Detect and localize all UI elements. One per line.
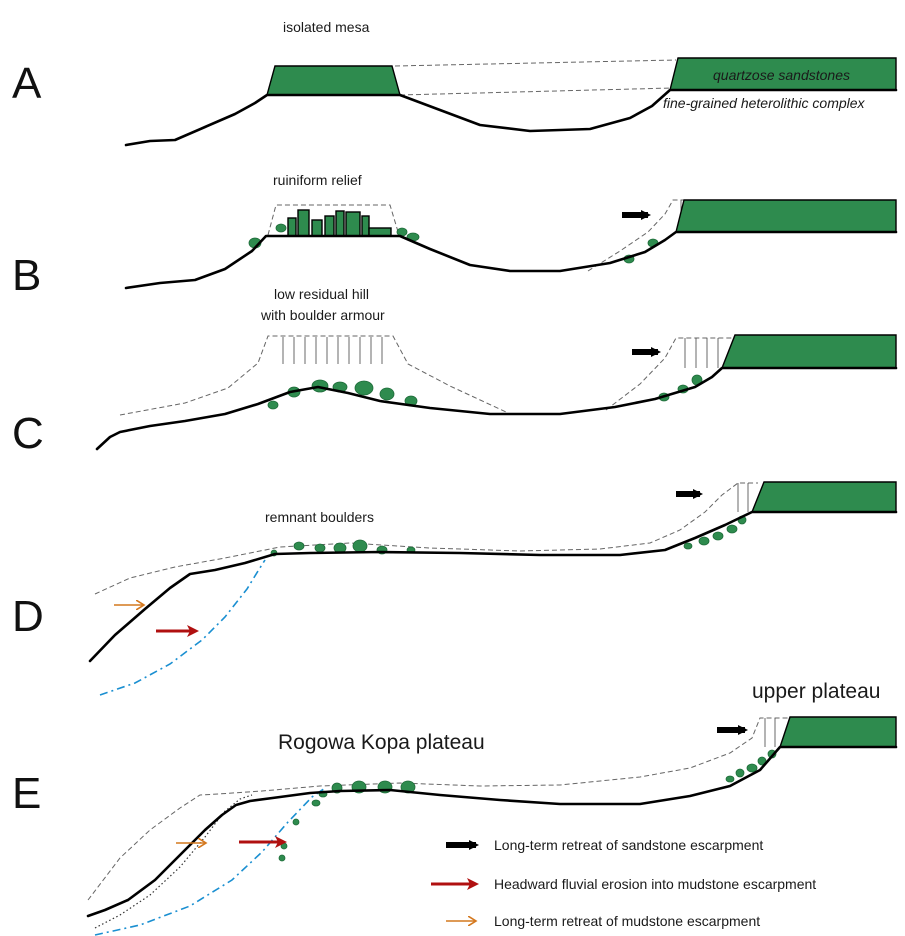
- legend-item-fluvial-erosion: Headward fluvial erosion into mudstone e…: [431, 876, 816, 892]
- boulder: [278, 854, 286, 862]
- legend-text: Headward fluvial erosion into mudstone e…: [494, 876, 816, 892]
- boulder: [267, 400, 279, 410]
- boulder: [379, 387, 395, 401]
- former-surface-line: [94, 482, 758, 595]
- former-mesa-hatch: [282, 337, 383, 364]
- panel-d: D remnant boulders: [12, 481, 898, 696]
- retreat-hatch: [764, 718, 776, 747]
- legend-item-mudstone-retreat: Long-term retreat of mudstone escarpment: [446, 913, 760, 929]
- former-surface-line: [87, 717, 788, 901]
- retreat-hatch: [737, 483, 749, 512]
- panel-e: E Rogowa Kopa plateau upper plateau: [12, 680, 898, 936]
- panel-c-label-line1: low residual hill: [274, 286, 369, 302]
- legend-item-sandstone-retreat: Long-term retreat of sandstone escarpmen…: [446, 837, 763, 853]
- panel-a-label: isolated mesa: [283, 19, 370, 35]
- boulder: [746, 763, 758, 773]
- ground-profile-d: [88, 510, 898, 663]
- boulder: [311, 379, 329, 393]
- legend-text: Long-term retreat of mudstone escarpment: [494, 913, 760, 929]
- former-mudstone-scarp: [94, 794, 253, 929]
- sandstone-pillar: [345, 211, 361, 237]
- fluvial-incision-line: [94, 787, 326, 936]
- plateau-sandstone-cap: [720, 334, 897, 369]
- former-top-line: [394, 59, 677, 67]
- boulder: [314, 543, 326, 553]
- boulder: [757, 756, 767, 766]
- sandstone-pillar: [287, 217, 297, 237]
- boulder: [293, 541, 305, 551]
- boulder: [735, 768, 745, 778]
- panel-letter-e: E: [12, 769, 41, 818]
- boulder: [311, 799, 321, 807]
- boulder: [712, 531, 724, 541]
- panel-d-label: remnant boulders: [265, 509, 374, 525]
- heterolithic-label: fine-grained heterolithic complex: [663, 95, 866, 111]
- retreat-hatch: [684, 338, 719, 368]
- former-base-line: [399, 87, 673, 96]
- sandstone-pillar: [297, 209, 310, 237]
- legend: Long-term retreat of sandstone escarpmen…: [431, 837, 816, 929]
- ground-profile-c: [95, 366, 898, 451]
- ground-profile-b: [124, 230, 898, 290]
- panel-c-label-line2: with boulder armour: [260, 307, 385, 323]
- ground-profile-a: [124, 88, 898, 147]
- former-mesa-outline: [119, 335, 507, 416]
- boulder: [726, 524, 738, 534]
- panel-b-label: ruiniform relief: [273, 172, 362, 188]
- panel-e-label-left: Rogowa Kopa plateau: [278, 731, 485, 754]
- fluvial-incision-line: [99, 559, 266, 696]
- sandstone-pillar: [324, 215, 335, 237]
- panel-b: B ruiniform relief: [12, 172, 898, 300]
- plateau-sandstone-cap: [779, 716, 897, 748]
- former-mesa-outline: [267, 204, 400, 236]
- plateau-sandstone-cap: [750, 481, 897, 513]
- sandstone-pillar: [311, 219, 323, 237]
- boulder: [725, 775, 735, 783]
- mesa-sandstone-cap: [266, 65, 401, 96]
- boulder: [275, 223, 287, 233]
- sandstone-label: quartzose sandstones: [713, 67, 850, 83]
- sandstone-pillar: [335, 210, 345, 237]
- legend-text: Long-term retreat of sandstone escarpmen…: [494, 837, 763, 853]
- panel-a: A isolated mesa quartzose sandstones fin…: [12, 19, 898, 147]
- panel-letter-d: D: [12, 592, 44, 641]
- panel-e-label-right: upper plateau: [752, 680, 880, 703]
- former-slope-line: [587, 199, 688, 272]
- boulder: [352, 539, 368, 553]
- panel-c: C low residual hill with boulder armour: [12, 286, 898, 458]
- ground-profile-e: [86, 745, 898, 918]
- panel-letter-b: B: [12, 251, 41, 300]
- boulder: [698, 536, 710, 546]
- plateau-sandstone-cap: [675, 199, 897, 233]
- boulder: [292, 818, 300, 826]
- boulder: [354, 380, 374, 396]
- boulder: [280, 842, 288, 850]
- panel-letter-c: C: [12, 409, 44, 458]
- boulder: [683, 542, 693, 550]
- sandstone-pillar: [361, 215, 370, 237]
- panel-letter-a: A: [12, 59, 42, 108]
